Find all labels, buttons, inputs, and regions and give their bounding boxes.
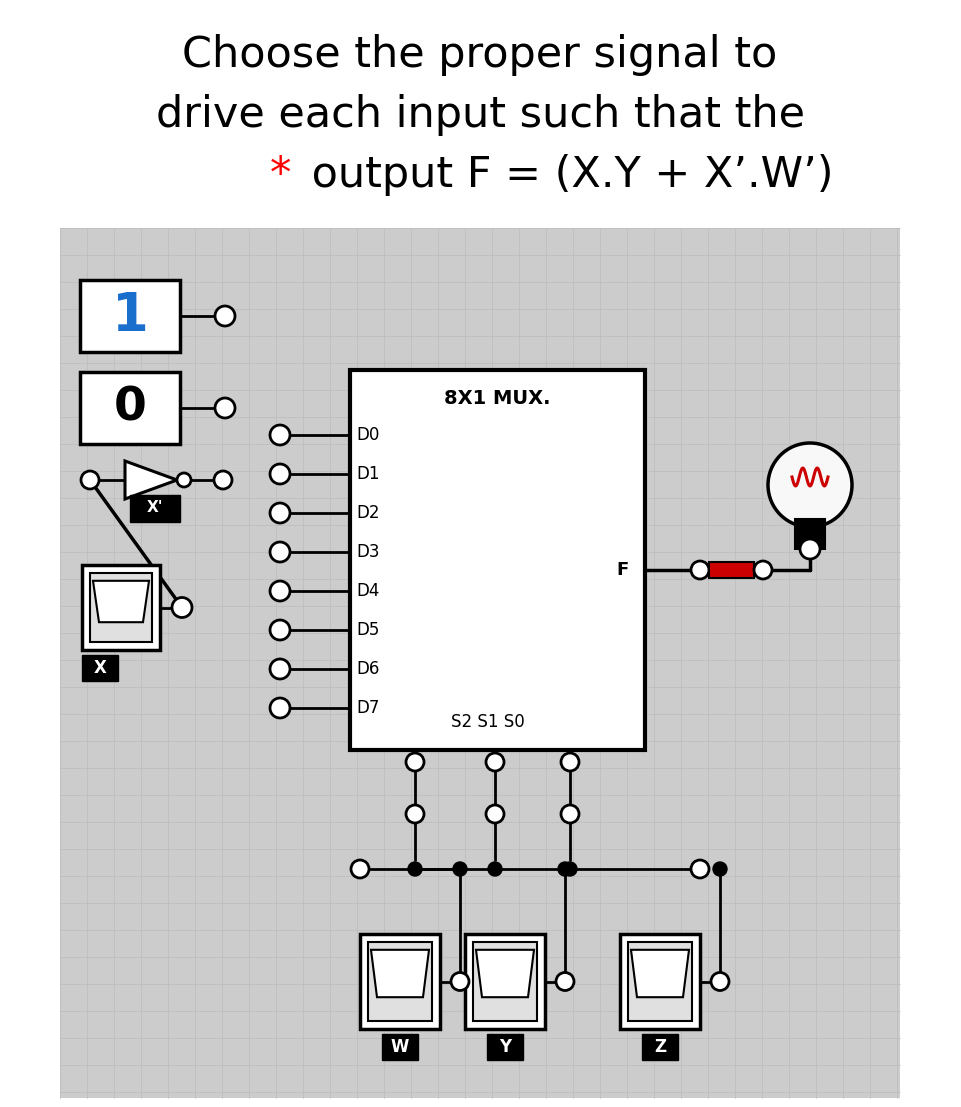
Circle shape	[713, 862, 727, 876]
Circle shape	[486, 753, 504, 770]
Circle shape	[172, 598, 192, 618]
Circle shape	[691, 561, 709, 579]
Circle shape	[215, 399, 235, 418]
Circle shape	[351, 860, 369, 878]
Text: drive each input such that the: drive each input such that the	[156, 94, 804, 136]
Circle shape	[406, 805, 424, 823]
Text: D5: D5	[356, 621, 380, 639]
Bar	[465, 934, 545, 1030]
Text: D6: D6	[356, 660, 380, 677]
Text: Z: Z	[653, 1038, 666, 1056]
Polygon shape	[476, 950, 534, 997]
Circle shape	[486, 805, 504, 823]
Text: X: X	[93, 659, 107, 677]
Bar	[82, 565, 160, 650]
Circle shape	[768, 443, 852, 527]
Circle shape	[270, 542, 290, 562]
Text: D3: D3	[356, 544, 380, 561]
Circle shape	[406, 753, 424, 770]
Bar	[350, 370, 645, 751]
Circle shape	[711, 973, 729, 991]
Circle shape	[451, 973, 469, 991]
Text: D0: D0	[356, 426, 380, 444]
Text: Y: Y	[499, 1038, 511, 1056]
Bar	[368, 942, 432, 1021]
Bar	[360, 934, 440, 1030]
Text: D4: D4	[356, 582, 380, 600]
Bar	[82, 655, 118, 681]
Circle shape	[270, 503, 290, 523]
Bar	[473, 942, 537, 1021]
Circle shape	[214, 470, 232, 489]
Bar	[628, 942, 692, 1021]
Circle shape	[215, 306, 235, 325]
Text: 1: 1	[111, 290, 148, 342]
Circle shape	[563, 862, 577, 876]
Circle shape	[561, 753, 579, 770]
Text: S2 S1 S0: S2 S1 S0	[451, 713, 525, 731]
Bar	[795, 519, 825, 549]
Text: 8X1 MUX.: 8X1 MUX.	[444, 389, 551, 407]
Text: Choose the proper signal to: Choose the proper signal to	[183, 34, 777, 76]
Circle shape	[691, 860, 709, 878]
Bar	[130, 495, 180, 523]
Bar	[90, 573, 152, 642]
Circle shape	[558, 862, 572, 876]
Polygon shape	[125, 461, 177, 499]
Text: X': X'	[147, 500, 163, 516]
Bar	[382, 1034, 418, 1061]
Bar	[642, 1034, 678, 1061]
Text: W: W	[391, 1038, 409, 1056]
Circle shape	[270, 620, 290, 640]
Polygon shape	[631, 950, 689, 997]
Polygon shape	[93, 581, 149, 622]
Text: output F = (X.Y + X’.W’): output F = (X.Y + X’.W’)	[298, 154, 833, 196]
Bar	[60, 228, 900, 1098]
Text: D2: D2	[356, 504, 380, 523]
Polygon shape	[371, 950, 429, 997]
Circle shape	[556, 973, 574, 991]
Bar	[80, 372, 180, 444]
Circle shape	[488, 862, 502, 876]
Text: *: *	[270, 154, 291, 196]
Circle shape	[453, 862, 467, 876]
Circle shape	[270, 699, 290, 718]
Bar	[620, 934, 700, 1030]
Bar	[0, 0, 961, 228]
Text: F: F	[617, 561, 629, 579]
Text: 0: 0	[113, 385, 146, 431]
Circle shape	[270, 425, 290, 445]
Bar	[80, 280, 180, 352]
Circle shape	[408, 862, 422, 876]
Circle shape	[270, 464, 290, 484]
Circle shape	[270, 659, 290, 679]
Circle shape	[177, 473, 191, 487]
Bar	[709, 562, 754, 578]
Text: D1: D1	[356, 465, 380, 483]
Circle shape	[81, 470, 99, 489]
Circle shape	[754, 561, 772, 579]
Text: D7: D7	[356, 699, 380, 717]
Circle shape	[800, 539, 820, 559]
Circle shape	[270, 581, 290, 601]
Circle shape	[561, 805, 579, 823]
Bar	[487, 1034, 523, 1061]
